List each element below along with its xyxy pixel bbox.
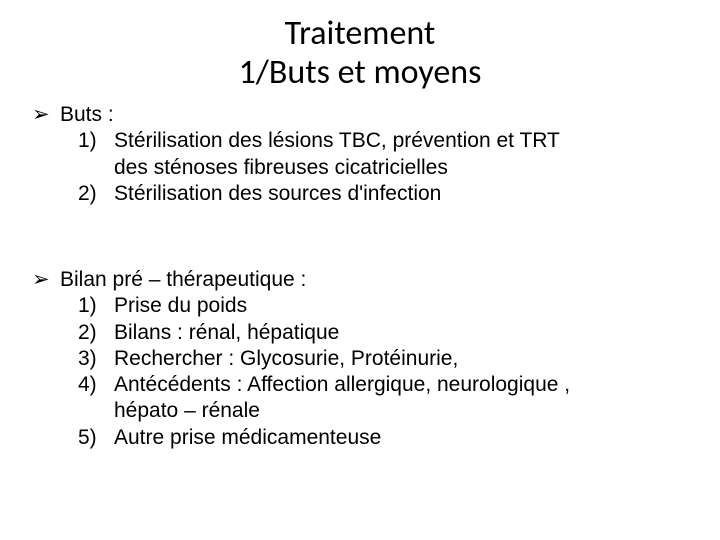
item-text: Prise du poids (114, 293, 690, 319)
item-number: 1) (78, 128, 114, 154)
section-bilan: ➢ Bilan pré – thérapeutique : 1) Prise d… (30, 267, 690, 451)
item-number: 2) (78, 320, 114, 346)
slide-content: ➢ Buts : 1) Stérilisation des lésions TB… (0, 102, 720, 451)
item-text: Autre prise médicamenteuse (114, 425, 690, 451)
section-heading-text: Buts : (60, 102, 690, 128)
slide: Traitement 1/Buts et moyens ➢ Buts : 1) … (0, 0, 720, 540)
item-text: Stérilisation des sources d'infection (114, 181, 690, 207)
triangle-bullet-icon: ➢ (30, 267, 60, 293)
section-heading-text: Bilan pré – thérapeutique : (60, 267, 690, 293)
item-continuation: des sténoses fibreuses cicatricielles (30, 155, 690, 181)
section-buts: ➢ Buts : 1) Stérilisation des lésions TB… (30, 102, 690, 207)
item-continuation: hépato – rénale (30, 398, 690, 424)
item-number: 2) (78, 181, 114, 207)
list-item: 2) Stérilisation des sources d'infection (30, 181, 690, 207)
list-item: 4) Antécédents : Affection allergique, n… (30, 372, 690, 398)
item-text: Stérilisation des lésions TBC, préventio… (114, 128, 690, 154)
item-number: 1) (78, 293, 114, 319)
bullet-heading: ➢ Buts : (30, 102, 690, 128)
list-item: 2) Bilans : rénal, hépatique (30, 320, 690, 346)
list-item: 5) Autre prise médicamenteuse (30, 425, 690, 451)
slide-title: Traitement 1/Buts et moyens (0, 0, 720, 102)
item-number: 3) (78, 346, 114, 372)
title-line-1: Traitement (0, 14, 720, 53)
bullet-heading: ➢ Bilan pré – thérapeutique : (30, 267, 690, 293)
item-text: Antécédents : Affection allergique, neur… (114, 372, 690, 398)
item-number: 5) (78, 425, 114, 451)
list-item: 1) Prise du poids (30, 293, 690, 319)
item-number: 4) (78, 372, 114, 398)
item-text: Bilans : rénal, hépatique (114, 320, 690, 346)
list-item: 1) Stérilisation des lésions TBC, préven… (30, 128, 690, 154)
triangle-bullet-icon: ➢ (30, 102, 60, 128)
item-text: Rechercher : Glycosurie, Protéinurie, (114, 346, 690, 372)
list-item: 3) Rechercher : Glycosurie, Protéinurie, (30, 346, 690, 372)
title-line-2: 1/Buts et moyens (0, 53, 720, 92)
